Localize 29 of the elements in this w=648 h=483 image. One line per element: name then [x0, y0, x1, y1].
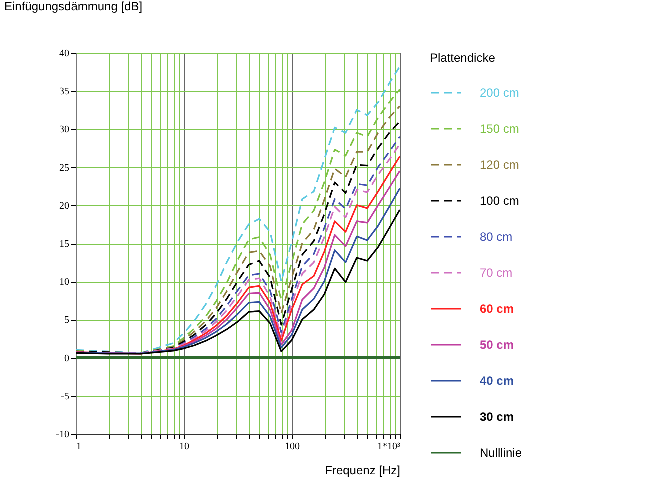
y-tick-label: 30 [60, 124, 70, 136]
legend-label: 80 cm [480, 230, 513, 244]
x-tick-label: 1*10³ [378, 442, 400, 452]
y-tick-label: 10 [60, 277, 70, 288]
legend-label: 30 cm [480, 410, 514, 424]
legend-title: Plattendicke [430, 51, 496, 65]
legend-label: 120 cm [480, 158, 520, 172]
x-axis-title: Frequenz [Hz] [325, 464, 400, 478]
legend-label: 150 cm [480, 122, 520, 136]
x-tick-label: 100 [285, 442, 300, 452]
y-tick-label: 35 [60, 86, 70, 98]
y-tick-label: 0 [64, 353, 70, 364]
y-tick-label: -5 [61, 391, 70, 402]
x-tick-label: 1 [76, 442, 82, 452]
y-tick-label: 40 [60, 48, 70, 60]
legend-label: 100 cm [480, 194, 520, 208]
y-tick-label: 20 [60, 200, 70, 212]
legend-label: 50 cm [480, 338, 514, 352]
y-tick-label: 15 [60, 239, 70, 250]
y-tick-label: 25 [60, 162, 70, 174]
legend-label: 70 cm [480, 266, 513, 280]
legend-label: 40 cm [480, 374, 514, 388]
legend-label: 200 cm [480, 86, 520, 100]
y-tick-label: 5 [64, 315, 70, 326]
legend-label: 60 cm [480, 302, 514, 316]
y-axis-title: Einfügungsdämmung [dB] [4, 0, 143, 14]
legend-label: Nulllinie [480, 446, 522, 460]
y-tick-label: -10 [56, 430, 70, 440]
x-tick-label: 10 [180, 442, 190, 452]
